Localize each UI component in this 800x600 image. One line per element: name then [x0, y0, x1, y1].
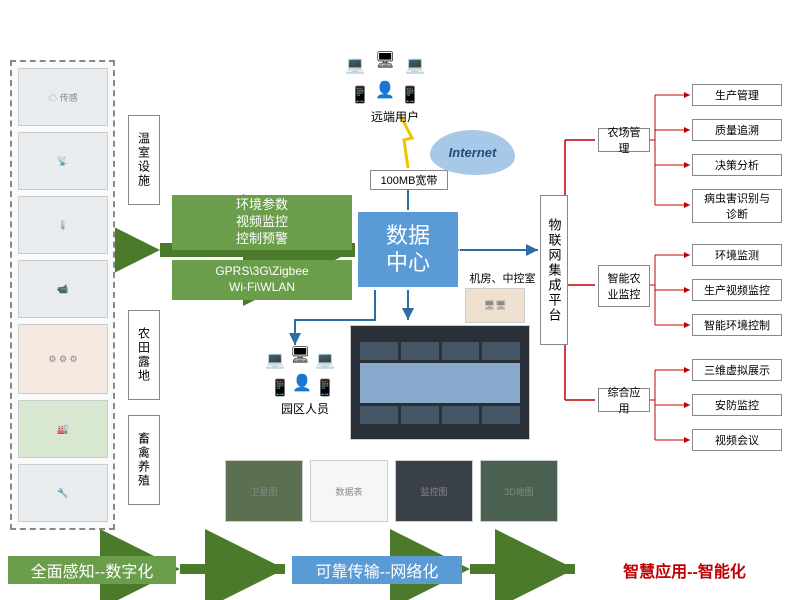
staff-device-icon: 🖥: [290, 345, 310, 365]
sensor-img-env: 📡: [18, 132, 108, 190]
leaf-video-monitor: 生产视频监控: [692, 279, 782, 301]
leaf-quality: 质量追溯: [692, 119, 782, 141]
remote-device-icon: 💻: [405, 55, 425, 75]
cat-comp-app: 综合应用: [598, 388, 650, 412]
machine-room-img: 🖥🖥: [465, 288, 525, 323]
remote-user-icon: 👤: [375, 80, 395, 100]
leaf-decision: 决策分析: [692, 154, 782, 176]
data-center: 数据 中心: [358, 212, 458, 287]
screen-3d: 3D地图: [480, 460, 558, 522]
remote-device-icon: 💻: [345, 55, 365, 75]
iot-platform: 物联网集成平台: [540, 195, 568, 345]
cat-farm-mgmt: 农场管理: [598, 128, 650, 152]
staff-device-icon: 📱: [270, 378, 290, 398]
sensor-img-camera: 📹: [18, 260, 108, 318]
remote-device-icon: 📱: [350, 85, 370, 105]
remote-device-icon: 🖥: [375, 50, 395, 70]
cat-field: 农田露地: [128, 310, 160, 400]
sensor-img-valve: 🔧: [18, 464, 108, 522]
screen-data: 数据表: [310, 460, 388, 522]
screen-satellite: 卫星图: [225, 460, 303, 522]
leaf-prod-mgmt: 生产管理: [692, 84, 782, 106]
leaf-env-control: 智能环境控制: [692, 314, 782, 336]
internet-cloud: Internet: [430, 130, 515, 175]
staff-device-icon: 📱: [315, 378, 335, 398]
cat-greenhouse: 温室设施: [128, 115, 160, 205]
sensor-img-panel: ⚙ ⚙ ⚙: [18, 324, 108, 394]
footer-mid: 可靠传输--网络化: [292, 556, 462, 584]
sensor-img-temp: 🌡: [18, 196, 108, 254]
cat-smart-monitor: 智能农业监控: [598, 265, 650, 307]
staff-device-icon: 💻: [265, 350, 285, 370]
monitor-wall-img: [350, 325, 530, 440]
remote-device-icon: 📱: [400, 85, 420, 105]
screen-monitor: 监控图: [395, 460, 473, 522]
leaf-3d: 三维虚拟展示: [692, 359, 782, 381]
sensor-img-greenhouse: 🏭: [18, 400, 108, 458]
leaf-video-conf: 视频会议: [692, 429, 782, 451]
leaf-pest: 病虫害识别与诊断: [692, 189, 782, 223]
sensor-panel: ☁ 传感 📡 🌡 📹 ⚙ ⚙ ⚙ 🏭 🔧: [10, 60, 115, 530]
bandwidth-label: 100MB宽带: [370, 170, 448, 190]
remote-users-label: 远端用户: [360, 108, 430, 125]
footer-left: 全面感知--数字化: [8, 556, 176, 584]
leaf-env-monitor: 环境监测: [692, 244, 782, 266]
sensor-img-weather: ☁ 传感: [18, 68, 108, 126]
cat-livestock: 畜禽养殖: [128, 415, 160, 505]
staff-user-icon: 👤: [292, 373, 312, 393]
leaf-security: 安防监控: [692, 394, 782, 416]
footer-right: 智慧应用--智能化: [582, 556, 787, 584]
green-band-top: 环境参数 视频监控 控制预警: [172, 195, 352, 250]
machine-room-label: 机房、中控室: [465, 270, 540, 286]
green-band-bottom: GPRS\3G\Zigbee Wi-Fi\WLAN: [172, 260, 352, 300]
park-staff-label: 园区人员: [270, 400, 340, 417]
staff-device-icon: 💻: [315, 350, 335, 370]
